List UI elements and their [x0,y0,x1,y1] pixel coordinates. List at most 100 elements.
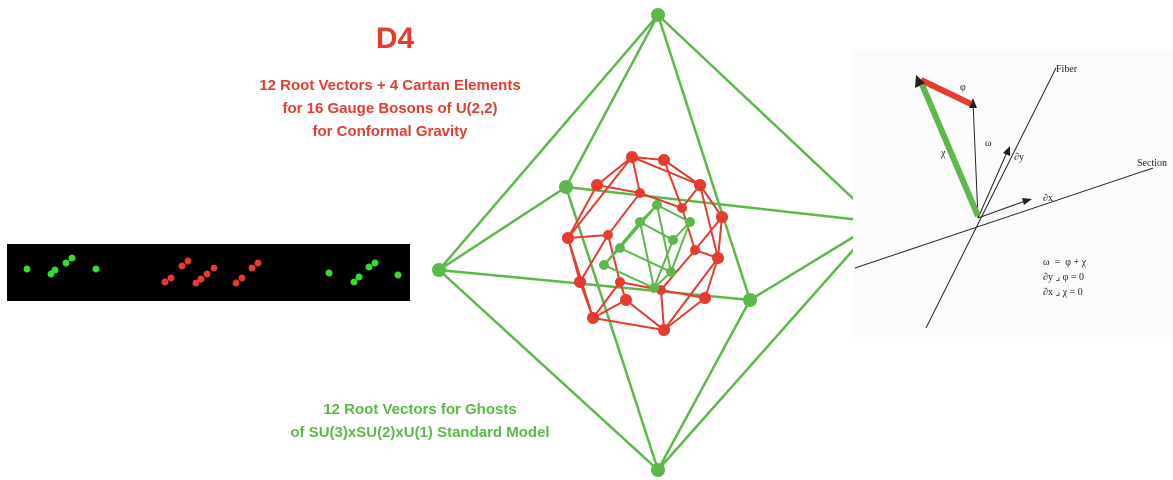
outer-green-octahedron [438,14,879,471]
red-edge [694,216,723,251]
red-edge [660,289,706,299]
red-caption: 12 Root Vectors + 4 Cartan Elements for … [205,74,575,143]
inner-cube-face [618,203,692,274]
outer-edge [564,14,660,188]
omega-vector [972,101,979,219]
green-vertex [652,200,662,210]
red-vertex [615,277,625,287]
omega-arrowhead [969,98,977,108]
equation-line: ω = φ + χ [1043,257,1087,268]
strip-dot [203,270,211,278]
chi-arrowhead [915,75,925,88]
red-edge [663,159,683,209]
strip-dot [161,278,169,286]
fiber-label: Fiber [1056,64,1078,75]
green-vertex [635,217,645,227]
strip-dot [62,259,70,267]
green-vertex [651,8,665,22]
red-vertex [712,252,724,264]
root-vector-strip [7,244,410,301]
red-edge [660,289,665,331]
strip-dot [92,265,100,273]
outer-edge [656,299,752,471]
dy-arrowhead [1003,146,1010,156]
red-edge [663,297,706,331]
strip-dot [232,279,240,287]
strip-dot [178,262,186,270]
strip-dot [371,259,379,267]
red-edge [592,299,627,319]
dy-label: ∂y [1014,152,1024,163]
strip-dot [248,264,256,272]
red-vertex [562,232,574,244]
chi-vector [918,80,981,218]
green-vertex [666,267,676,277]
red-edge [567,237,581,283]
phi-label: φ [960,82,966,93]
strip-group-green-right [325,259,402,286]
outer-edge [438,14,659,271]
red-edge [596,156,633,186]
red-vertex [626,151,638,163]
strip-dot [68,254,76,262]
green-vertex [651,463,665,477]
fiber-bundle-diagram: Fiber Section φ ω χ ∂y ∂x ω = φ + χ ∂y ⌟… [853,50,1173,337]
green-vertex [599,260,609,270]
red-edge [596,184,641,194]
red-edge [704,257,719,299]
green-vertex [615,243,625,253]
axes [854,67,1154,329]
outer-edge [438,185,567,272]
red-vertex [658,154,670,166]
strip-dot [254,259,262,267]
red-vertex [574,276,586,288]
red-vertices [562,151,728,336]
chi-label: χ [941,148,946,159]
outer-edge [657,14,879,223]
strip-dot [365,263,373,271]
strip-dot [238,274,246,282]
green-vertex [649,283,659,293]
section-label: Section [1137,158,1167,169]
red-vertex [690,245,700,255]
green-caption: 12 Root Vectors for Ghosts of SU(3)xSU(2… [215,398,625,444]
outer-edge [438,269,659,471]
section-axis [854,167,1154,269]
green-vertex [432,263,446,277]
equation-line: ∂x ⌟ χ = 0 [1043,287,1083,298]
strip-dot [394,271,402,279]
strip-dot [210,264,218,272]
equation-line: ∂y ⌟ φ = 0 [1043,272,1085,283]
strip-dot [197,275,205,283]
red-edge [631,156,641,194]
green-vertex [743,293,757,307]
omega-label: ω [985,138,992,149]
strip-dot [167,274,175,282]
arrowheads [969,98,1032,205]
red-vertex [603,230,613,240]
phi-vector [919,77,973,107]
strip-dot [350,278,358,286]
strip-group-red [161,257,262,287]
green-vertex [685,217,695,227]
outer-edge [438,268,751,302]
red-edge [699,184,723,218]
strip-dot [325,269,333,277]
dx-label: ∂x [1043,193,1053,204]
red-vertex [635,188,645,198]
inner-cube-edge [656,204,672,273]
outer-edge [564,186,660,471]
green-vertex [668,235,678,245]
red-vertex [694,179,706,191]
strip-dot [23,265,31,273]
red-vertex [677,203,687,213]
red-vertex [716,211,728,223]
strip-dot [355,273,363,281]
strip-dot [51,266,59,274]
red-vertex [658,324,670,336]
red-edge [567,184,598,239]
red-edge [625,299,665,331]
outer-edge [656,14,752,301]
fiber-axis [925,67,1057,329]
